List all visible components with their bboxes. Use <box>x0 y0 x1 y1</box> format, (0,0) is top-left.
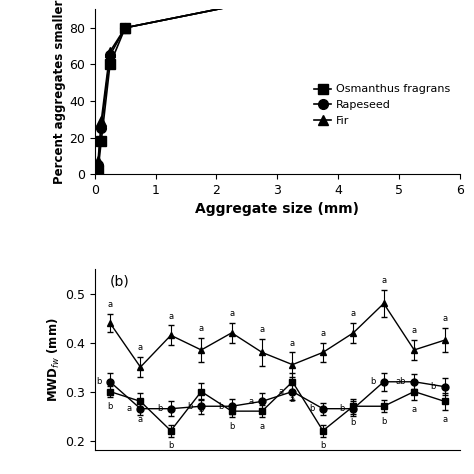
Line: Fir: Fir <box>93 0 312 166</box>
Text: a: a <box>127 404 132 413</box>
Text: b: b <box>157 404 162 413</box>
Text: a: a <box>442 415 447 424</box>
Osmanthus fragrans <box>107 62 113 67</box>
Text: a: a <box>279 387 284 396</box>
Line: Osmanthus fragrans: Osmanthus fragrans <box>93 0 312 175</box>
Text: ab: ab <box>395 377 406 386</box>
Osmanthus fragrans <box>122 25 128 31</box>
Text: b: b <box>309 404 314 413</box>
Rapeseed <box>95 162 101 168</box>
Text: a: a <box>260 325 264 334</box>
Text: a: a <box>260 422 264 431</box>
Text: b: b <box>381 417 386 426</box>
Text: b: b <box>218 402 223 411</box>
Text: b: b <box>339 404 345 413</box>
Text: a: a <box>138 415 143 424</box>
Rapeseed <box>99 126 104 131</box>
Text: a: a <box>411 405 417 414</box>
Line: Rapeseed: Rapeseed <box>93 0 312 170</box>
Text: b: b <box>187 402 193 411</box>
Text: b: b <box>199 405 204 414</box>
Text: a: a <box>351 309 356 318</box>
Fir <box>122 25 128 31</box>
Text: a: a <box>320 329 326 337</box>
Text: a: a <box>229 309 234 318</box>
Fir <box>99 118 104 124</box>
Text: (b): (b) <box>109 274 129 289</box>
Text: b: b <box>320 441 326 450</box>
Text: a: a <box>108 301 112 310</box>
Text: a: a <box>442 314 447 323</box>
Osmanthus fragrans <box>95 168 101 173</box>
X-axis label: Aggregate size (mm): Aggregate size (mm) <box>195 202 359 217</box>
Fir <box>107 49 113 55</box>
Text: a: a <box>168 311 173 320</box>
Text: a: a <box>248 397 254 406</box>
Text: a: a <box>138 343 143 352</box>
Y-axis label: Percent aggregates smaller: Percent aggregates smaller <box>53 0 66 184</box>
Rapeseed <box>107 52 113 58</box>
Text: b: b <box>229 422 234 431</box>
Legend: Osmanthus fragrans, Rapeseed, Fir: Osmanthus fragrans, Rapeseed, Fir <box>310 80 454 130</box>
Text: b: b <box>351 419 356 428</box>
Text: b: b <box>96 377 101 386</box>
Text: a: a <box>381 276 386 285</box>
Text: a: a <box>199 324 204 333</box>
Text: b: b <box>168 441 173 450</box>
Text: b: b <box>107 402 113 411</box>
Rapeseed <box>122 25 128 31</box>
Text: a: a <box>290 395 295 404</box>
Text: a: a <box>290 338 295 347</box>
Text: a: a <box>411 326 417 335</box>
Osmanthus fragrans <box>99 138 104 144</box>
Fir <box>95 158 101 164</box>
Text: b: b <box>370 377 375 386</box>
Y-axis label: MWD$_{fw}$ (mm): MWD$_{fw}$ (mm) <box>46 317 62 402</box>
Text: b: b <box>431 382 436 391</box>
